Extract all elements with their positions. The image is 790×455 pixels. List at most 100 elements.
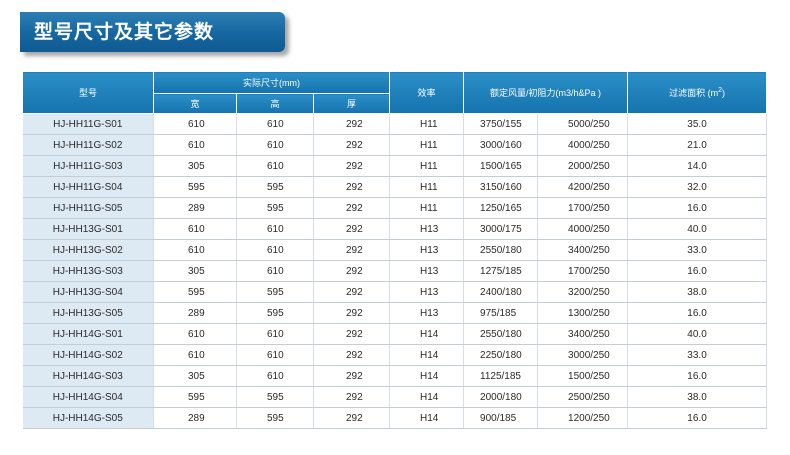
table-row: HJ-HH13G-S05 289 595 292 H13 975/185 1300/250 1… [22, 302, 768, 324]
efficiency-cell: H13 [389, 302, 465, 324]
depth-cell: 292 [313, 323, 391, 345]
efficiency-cell: H13 [389, 260, 465, 282]
table-row: HJ-HH13G-S02 610 610 292 H13 2550/180 3400/250… [22, 239, 768, 261]
initial-resistance-cell: 4000/250 [537, 134, 629, 156]
spec-table: 型号 实际尺寸(mm) 效率 额定风量/初阻力(m3/h&Pa ) 过滤面积 (… [22, 71, 768, 429]
model-cell: HJ-HH11G-S05 [22, 197, 154, 219]
header-model: 型号 [22, 71, 154, 114]
initial-resistance-cell: 1700/250 [537, 197, 629, 219]
filter-area-cell: 35.0 [627, 113, 768, 135]
filter-area-cell: 16.0 [627, 407, 768, 429]
initial-resistance-cell: 3200/250 [537, 281, 629, 303]
filter-area-cell: 38.0 [627, 386, 768, 408]
rated-airflow-cell: 1125/185 [463, 365, 539, 387]
spec-table-body: HJ-HH11G-S01 610 610 292 H11 3750/155 5000/250… [22, 113, 768, 429]
height-cell: 610 [236, 113, 314, 135]
efficiency-cell: H11 [389, 113, 465, 135]
rated-airflow-cell: 3000/175 [463, 218, 539, 240]
filter-area-cell: 33.0 [627, 344, 768, 366]
depth-cell: 292 [313, 197, 391, 219]
rated-airflow-cell: 2400/180 [463, 281, 539, 303]
rated-airflow-cell: 2550/180 [463, 323, 539, 345]
table-row: HJ-HH14G-S01 610 610 292 H14 2550/180 3400/250… [22, 323, 768, 345]
model-cell: HJ-HH14G-S04 [22, 386, 154, 408]
efficiency-cell: H11 [389, 197, 465, 219]
model-cell: HJ-HH11G-S02 [22, 134, 154, 156]
height-cell: 610 [236, 260, 314, 282]
model-cell: HJ-HH11G-S01 [22, 113, 154, 135]
efficiency-cell: H14 [389, 323, 465, 345]
depth-cell: 292 [313, 365, 391, 387]
rated-airflow-cell: 3750/155 [463, 113, 539, 135]
model-cell: HJ-HH14G-S03 [22, 365, 154, 387]
model-cell: HJ-HH14G-S05 [22, 407, 154, 429]
table-row: HJ-HH13G-S01 610 610 292 H13 3000/175 4000/250… [22, 218, 768, 240]
initial-resistance-cell: 2500/250 [537, 386, 629, 408]
table-row: HJ-HH14G-S05 289 595 292 H14 900/185 1200/250 1… [22, 407, 768, 429]
width-cell: 595 [153, 176, 237, 198]
depth-cell: 292 [313, 134, 391, 156]
table-row: HJ-HH14G-S03 305 610 292 H14 1125/185 1500/250… [22, 365, 768, 387]
initial-resistance-cell: 1200/250 [537, 407, 629, 429]
width-cell: 610 [153, 134, 237, 156]
rated-airflow-cell: 2550/180 [463, 239, 539, 261]
rated-airflow-cell: 1500/165 [463, 155, 539, 177]
height-cell: 595 [236, 197, 314, 219]
initial-resistance-cell: 1300/250 [537, 302, 629, 324]
initial-resistance-cell: 3400/250 [537, 323, 629, 345]
width-cell: 305 [153, 155, 237, 177]
efficiency-cell: H14 [389, 386, 465, 408]
initial-resistance-cell: 4200/250 [537, 176, 629, 198]
width-cell: 610 [153, 218, 237, 240]
efficiency-cell: H13 [389, 218, 465, 240]
initial-resistance-cell: 5000/250 [537, 113, 629, 135]
efficiency-cell: H11 [389, 176, 465, 198]
model-cell: HJ-HH13G-S05 [22, 302, 154, 324]
filter-area-cell: 40.0 [627, 323, 768, 345]
efficiency-cell: H14 [389, 344, 465, 366]
filter-area-cell: 40.0 [627, 218, 768, 240]
header-height: 高 [236, 93, 314, 114]
rated-airflow-cell: 1250/165 [463, 197, 539, 219]
table-row: HJ-HH11G-S01 610 610 292 H11 3750/155 5000/250… [22, 113, 768, 135]
width-cell: 595 [153, 386, 237, 408]
rated-airflow-cell: 3150/160 [463, 176, 539, 198]
depth-cell: 292 [313, 407, 391, 429]
efficiency-cell: H13 [389, 239, 465, 261]
model-cell: HJ-HH13G-S02 [22, 239, 154, 261]
rated-airflow-cell: 3000/160 [463, 134, 539, 156]
width-cell: 289 [153, 407, 237, 429]
initial-resistance-cell: 3000/250 [537, 344, 629, 366]
width-cell: 289 [153, 302, 237, 324]
width-cell: 610 [153, 344, 237, 366]
width-cell: 610 [153, 323, 237, 345]
header-row-top: 型号 实际尺寸(mm) 效率 额定风量/初阻力(m3/h&Pa ) 过滤面积 (… [22, 71, 768, 114]
width-cell: 610 [153, 113, 237, 135]
filter-area-cell: 16.0 [627, 302, 768, 324]
header-row-sub: 宽 高 厚 [23, 93, 767, 114]
depth-cell: 292 [313, 176, 391, 198]
rated-airflow-cell: 2000/180 [463, 386, 539, 408]
rated-airflow-cell: 2250/180 [463, 344, 539, 366]
height-cell: 610 [236, 155, 314, 177]
depth-cell: 292 [313, 281, 391, 303]
depth-cell: 292 [313, 155, 391, 177]
model-cell: HJ-HH13G-S03 [22, 260, 154, 282]
table-row: HJ-HH11G-S04 595 595 292 H11 3150/160 4200/250… [22, 176, 768, 198]
initial-resistance-cell: 3400/250 [537, 239, 629, 261]
depth-cell: 292 [313, 302, 391, 324]
depth-cell: 292 [313, 239, 391, 261]
model-cell: HJ-HH13G-S01 [22, 218, 154, 240]
depth-cell: 292 [313, 260, 391, 282]
table-row: HJ-HH11G-S05 289 595 292 H11 1250/165 1700/250… [22, 197, 768, 219]
height-cell: 610 [236, 134, 314, 156]
header-depth: 厚 [312, 93, 391, 114]
depth-cell: 292 [313, 113, 391, 135]
height-cell: 595 [236, 281, 314, 303]
efficiency-cell: H11 [389, 155, 465, 177]
depth-cell: 292 [313, 344, 391, 366]
table-row: HJ-HH11G-S02 610 610 292 H11 3000/160 4000/250… [22, 134, 768, 156]
efficiency-cell: H13 [389, 281, 465, 303]
depth-cell: 292 [313, 218, 391, 240]
height-cell: 595 [236, 176, 314, 198]
